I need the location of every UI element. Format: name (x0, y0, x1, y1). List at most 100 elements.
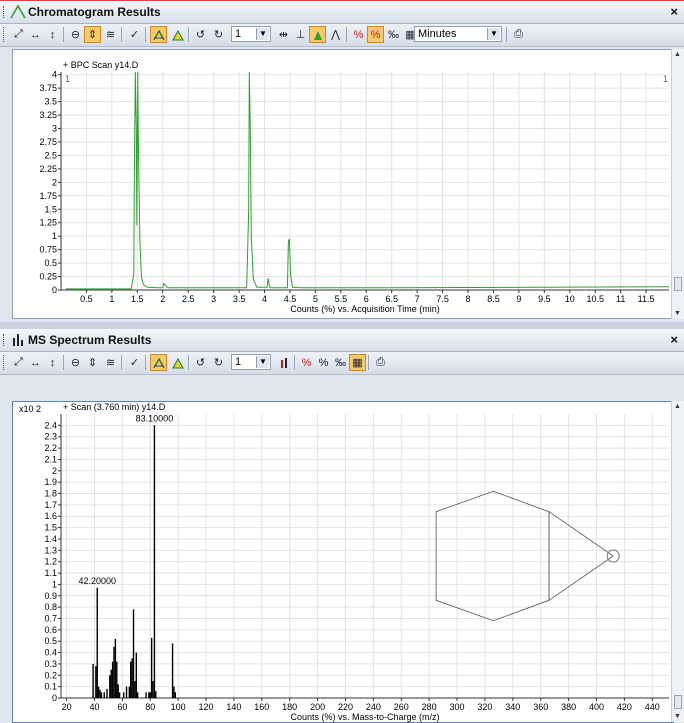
chromatogram-chart[interactable]: 0.5 1 1.5 2 2.5 3 3.5 4 4.5 5 5.5 6 6.5 7 7.5 8 8.5 9 9.5 1… (13, 50, 673, 318)
range-icon[interactable]: ⇹ (278, 29, 289, 41)
vertical-scrollbar[interactable]: ▲ ▼ (671, 49, 684, 319)
percent-scale-icon[interactable]: ‰ (388, 28, 399, 41)
y-tick-label: 0 (52, 285, 57, 295)
undo-icon[interactable]: ↺ (195, 29, 206, 41)
spectrum-chart[interactable]: 20 40 60 80 100 120 140 160 180 200 220 240 260 280 30… (13, 402, 673, 722)
y-tick-label: 2 (52, 466, 57, 476)
x-tick-label: 60 (117, 702, 127, 712)
panel-splitter[interactable] (0, 322, 684, 329)
x-tick-label: 360 (533, 702, 548, 712)
overlay-icon[interactable]: ≋ (105, 29, 116, 41)
vertical-zoom-icon[interactable]: ↕ (49, 28, 56, 41)
time-units-select[interactable]: Minutes ▼ (414, 26, 502, 42)
panel-title: MS Spectrum Results (28, 333, 152, 347)
grid-icon[interactable]: ▦ (405, 29, 416, 41)
print-icon[interactable]: ⎙ (514, 28, 523, 40)
scroll-thumb[interactable] (674, 695, 682, 709)
separator (188, 355, 189, 370)
separator (121, 27, 122, 42)
zoom-icon[interactable]: ⊖ (70, 357, 81, 369)
baseline-icon[interactable]: ⊥ (295, 29, 306, 41)
horizontal-zoom-icon[interactable]: ↔ (30, 28, 41, 41)
x-tick-label: 4 (262, 294, 267, 304)
bar-spectrum-icon[interactable] (275, 354, 292, 371)
toolbar-grip[interactable] (3, 355, 5, 370)
x-tick-label: 8.5 (487, 294, 500, 304)
peak-fill-icon[interactable] (309, 26, 326, 43)
vertical-zoom-icon[interactable]: ↕ (49, 356, 56, 369)
chromatogram-plot[interactable]: 0.5 1 1.5 2 2.5 3 3.5 4 4.5 5 5.5 6 6.5 7 7.5 8 8.5 9 9.5 1… (12, 49, 674, 319)
integrate-icon[interactable] (150, 354, 167, 371)
chevron-down-icon[interactable]: ▼ (256, 28, 269, 40)
y-tick-label: 0.4 (44, 648, 57, 658)
close-button[interactable]: × (670, 4, 678, 19)
scroll-up-icon[interactable]: ▲ (674, 51, 681, 58)
scroll-up-icon[interactable]: ▲ (674, 403, 681, 410)
y-tick-label: 1.75 (39, 191, 57, 201)
percent-icon[interactable]: % (367, 26, 384, 43)
chromatogram-toolbar: ⤢ ↔ ↕ ⊖ ⇕ ≋ ✓ ↺ ↻ 1 ▼ ⇹ ⊥ ⋀ % % ‰ ▦ Minut… (0, 24, 684, 47)
percent-icon[interactable]: % (318, 356, 329, 369)
y-tick-label: 3.75 (39, 83, 57, 93)
undo-icon[interactable]: ↺ (195, 357, 206, 369)
chart-title: + BPC Scan y14.D (63, 60, 139, 70)
chevron-down-icon[interactable]: ▼ (487, 28, 500, 40)
overlay-icon[interactable]: ≋ (105, 357, 116, 369)
peak-label: 42.20000 (78, 576, 116, 586)
autoscale-icon[interactable]: ⤢ (14, 356, 23, 368)
x-axis-label: Counts (%) vs. Acquisition Time (min) (290, 304, 440, 314)
scroll-down-icon[interactable]: ▼ (674, 713, 681, 720)
y-tick-label: 1.5 (44, 523, 57, 533)
chevron-down-icon[interactable]: ▼ (256, 356, 269, 368)
x-tick-label: 3 (211, 294, 216, 304)
integrate-icon[interactable] (150, 26, 167, 43)
y-tick-label: 2.2 (44, 443, 57, 453)
fit-y-icon[interactable]: ⇕ (87, 357, 98, 369)
chromatogram-series-line (66, 71, 670, 290)
redo-icon[interactable]: ↻ (213, 357, 224, 369)
fit-y-icon[interactable]: ⇕ (84, 26, 101, 43)
x-axis-label: Counts (%) vs. Mass-to-Charge (m/z) (290, 712, 439, 722)
pick-peak-icon[interactable]: ✓ (129, 357, 140, 369)
y-tick-label: 0.9 (44, 591, 57, 601)
peak-label-icon[interactable] (169, 26, 186, 43)
peak-split-icon[interactable]: ⋀ (330, 29, 341, 41)
x-tick-label: 20 (62, 702, 72, 712)
scroll-thumb[interactable] (674, 277, 682, 291)
spectrum-plot[interactable]: 20 40 60 80 100 120 140 160 180 200 220 240 260 280 30… (12, 401, 674, 723)
close-button[interactable]: × (670, 332, 678, 347)
zoom-level-select[interactable]: 1 ▼ (231, 354, 271, 370)
x-tick-label: 10.5 (586, 294, 604, 304)
percent-off-icon[interactable]: % (353, 28, 364, 41)
y-multiplier-label: x10 2 (19, 404, 41, 414)
redo-icon[interactable]: ↻ (213, 29, 224, 41)
percent-scale-icon[interactable]: ‰ (335, 356, 346, 369)
y-tick-label: 2.4 (44, 420, 57, 430)
x-tick-label: 7 (415, 294, 420, 304)
percent-off-icon[interactable]: % (301, 356, 312, 369)
autoscale-icon[interactable]: ⤢ (14, 28, 23, 40)
toolbar-grip[interactable] (3, 27, 5, 42)
separator (121, 355, 122, 370)
horizontal-zoom-icon[interactable]: ↔ (30, 356, 41, 369)
corner-label: 1 (65, 74, 70, 84)
print-icon[interactable]: ⎙ (376, 356, 385, 368)
zoom-icon[interactable]: ⊖ (70, 29, 81, 41)
y-tick-label: 1.7 (44, 500, 57, 510)
x-tick-label: 380 (561, 702, 576, 712)
peak-label-icon[interactable] (169, 354, 186, 371)
grip-icon[interactable] (3, 6, 6, 18)
y-tick-label: 2.1 (44, 454, 57, 464)
grip-icon[interactable] (3, 334, 6, 346)
scroll-down-icon[interactable]: ▼ (674, 310, 681, 317)
separator (63, 27, 64, 42)
vertical-scrollbar[interactable]: ▲ ▼ (671, 401, 684, 722)
peak-label: 83.10000 (136, 413, 174, 423)
pick-peak-icon[interactable]: ✓ (129, 29, 140, 41)
chart-title: + Scan (3.760 min) y14.D (63, 402, 166, 412)
y-tick-label: 1.5 (44, 204, 57, 214)
grid-icon[interactable]: ▦ (349, 354, 366, 371)
separator (294, 355, 295, 370)
zoom-level-select[interactable]: 1 ▼ (231, 26, 271, 42)
x-tick-label: 1 (109, 294, 114, 304)
